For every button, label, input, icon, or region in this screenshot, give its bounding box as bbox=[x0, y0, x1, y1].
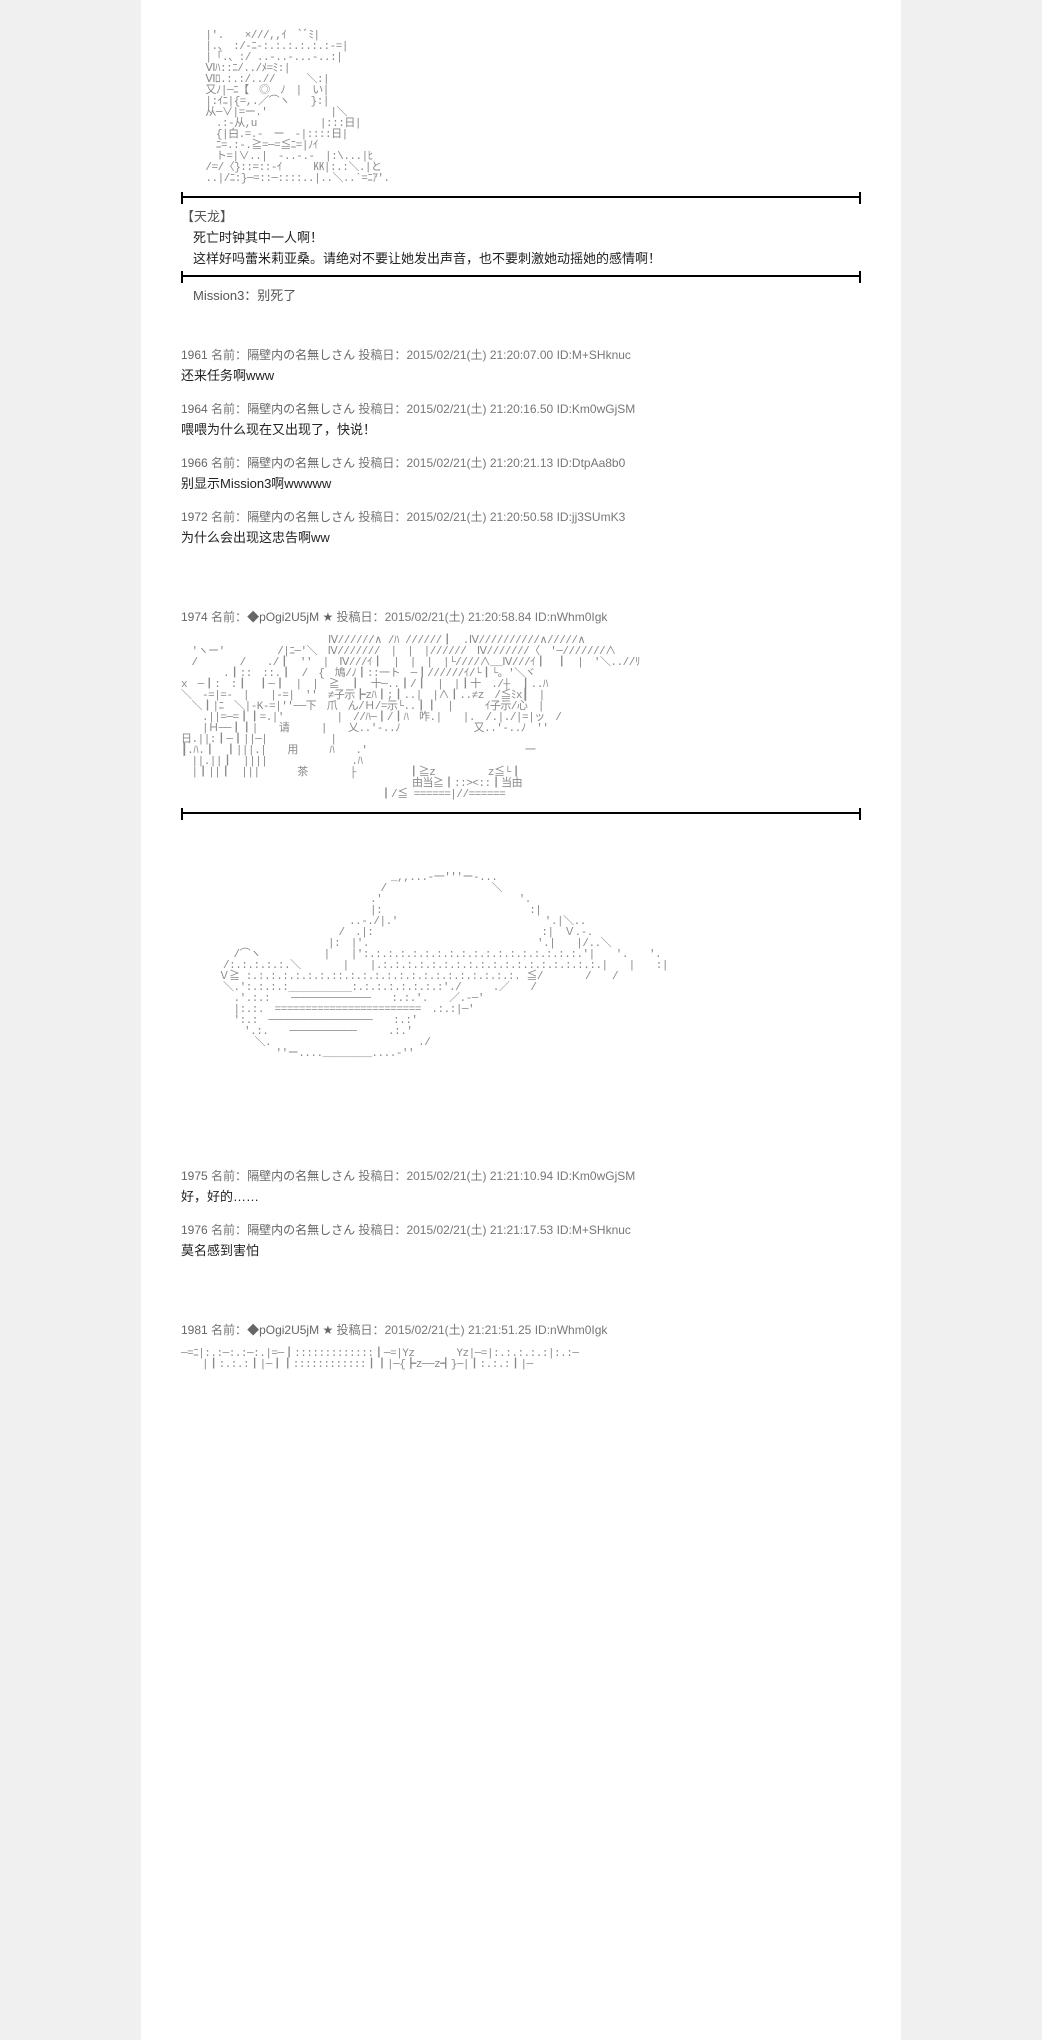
post-body: 莫名感到害怕 bbox=[181, 1240, 861, 1259]
post-1961: 1961 名前：隔壁内の名無しさん 投稿日：2015/02/21(土) 21:2… bbox=[181, 346, 861, 384]
name-prefix: 名前： bbox=[211, 1223, 247, 1237]
divider-1 bbox=[181, 196, 861, 198]
post-body: 为什么会出现这忠告啊ww bbox=[181, 527, 861, 546]
post-date: 2015/02/21(土) 21:21:51.25 bbox=[385, 1323, 532, 1337]
post-body: 喂喂为什么现在又出现了，快说！ bbox=[181, 419, 861, 438]
poster-name: 隔壁内の名無しさん bbox=[247, 402, 355, 416]
page-container: |'. ×///,,ｲ `ﾞﾐ| |.、 :/-ﾆ-:.:.:.:.:.:-=|… bbox=[141, 0, 901, 2040]
post-num: 1972 bbox=[181, 510, 208, 524]
divider-3 bbox=[181, 812, 861, 814]
post-header: 1964 名前：隔壁内の名無しさん 投稿日：2015/02/21(土) 21:2… bbox=[181, 400, 861, 417]
post-num: 1964 bbox=[181, 402, 208, 416]
id-prefix: ID: bbox=[557, 402, 572, 416]
divider-2 bbox=[181, 275, 861, 277]
name-prefix: 名前： bbox=[211, 456, 247, 470]
poster-name: 隔壁内の名無しさん bbox=[247, 456, 355, 470]
name-prefix: 名前： bbox=[211, 1323, 247, 1337]
id-prefix: ID: bbox=[557, 348, 572, 362]
id-prefix: ID: bbox=[557, 510, 572, 524]
date-prefix: 投稿日： bbox=[358, 402, 406, 416]
date-prefix: 投稿日： bbox=[358, 456, 406, 470]
post-date: 2015/02/21(土) 21:21:10.94 bbox=[406, 1169, 553, 1183]
poster-name: 隔壁内の名無しさん bbox=[247, 1223, 355, 1237]
date-prefix: 投稿日： bbox=[358, 1223, 406, 1237]
id-prefix: ID: bbox=[557, 1223, 572, 1237]
post-num: 1961 bbox=[181, 348, 208, 362]
id-prefix: ID: bbox=[557, 1169, 572, 1183]
post-1981-trip: 1981 名前：◆pOgi2U5jM ★ 投稿日：2015/02/21(土) 2… bbox=[181, 1321, 861, 1338]
name-prefix: 名前： bbox=[211, 348, 247, 362]
post-header: 1961 名前：隔壁内の名無しさん 投稿日：2015/02/21(土) 21:2… bbox=[181, 346, 861, 363]
post-header: 1972 名前：隔壁内の名無しさん 投稿日：2015/02/21(土) 21:2… bbox=[181, 508, 861, 525]
post-id: nWhm0Igk bbox=[550, 1323, 607, 1337]
post-1972: 1972 名前：隔壁内の名無しさん 投稿日：2015/02/21(土) 21:2… bbox=[181, 508, 861, 546]
date-prefix: 投稿日： bbox=[337, 610, 385, 624]
post-header: 1966 名前：隔壁内の名無しさん 投稿日：2015/02/21(土) 21:2… bbox=[181, 454, 861, 471]
post-1976: 1976 名前：隔壁内の名無しさん 投稿日：2015/02/21(土) 21:2… bbox=[181, 1221, 861, 1259]
post-num: 1981 bbox=[181, 1323, 208, 1337]
post-header: 1981 名前：◆pOgi2U5jM ★ 投稿日：2015/02/21(土) 2… bbox=[181, 1321, 861, 1338]
post-date: 2015/02/21(土) 21:20:21.13 bbox=[406, 456, 553, 470]
post-header: 1975 名前：隔壁内の名無しさん 投稿日：2015/02/21(土) 21:2… bbox=[181, 1167, 861, 1184]
name-prefix: 名前： bbox=[211, 610, 247, 624]
posts-block-2: 1975 名前：隔壁内の名無しさん 投稿日：2015/02/21(土) 21:2… bbox=[181, 1167, 861, 1259]
post-id: jj3SUmK3 bbox=[572, 510, 625, 524]
ascii-art-character-2: Ⅳ//////∧ /ﾊ //////┃ .Ⅳ//////////∧/////∧ … bbox=[181, 636, 861, 801]
name-prefix: 名前： bbox=[211, 510, 247, 524]
post-date: 2015/02/21(土) 21:20:58.84 bbox=[385, 610, 532, 624]
post-id: Km0wGjSM bbox=[572, 402, 635, 416]
post-1964: 1964 名前：隔壁内の名無しさん 投稿日：2015/02/21(土) 21:2… bbox=[181, 400, 861, 438]
post-id: DtpAa8b0 bbox=[572, 456, 625, 470]
poster-name: 隔壁内の名無しさん bbox=[247, 510, 355, 524]
post-num: 1966 bbox=[181, 456, 208, 470]
post-num: 1976 bbox=[181, 1223, 208, 1237]
post-body: 还来任务啊www bbox=[181, 365, 861, 384]
post-1974-trip: 1974 名前：◆pOgi2U5jM ★ 投稿日：2015/02/21(土) 2… bbox=[181, 608, 861, 625]
star-icon: ★ bbox=[322, 610, 333, 624]
speaker-name: 【天龙】 bbox=[181, 206, 861, 225]
date-prefix: 投稿日： bbox=[337, 1323, 385, 1337]
post-body: 好，好的…… bbox=[181, 1186, 861, 1205]
post-header: 1976 名前：隔壁内の名無しさん 投稿日：2015/02/21(土) 21:2… bbox=[181, 1221, 861, 1238]
post-date: 2015/02/21(土) 21:20:07.00 bbox=[406, 348, 553, 362]
date-prefix: 投稿日： bbox=[358, 1169, 406, 1183]
post-id: Km0wGjSM bbox=[572, 1169, 635, 1183]
post-date: 2015/02/21(土) 21:20:50.58 bbox=[406, 510, 553, 524]
date-prefix: 投稿日： bbox=[358, 510, 406, 524]
post-body: 别显示Mission3啊wwwww bbox=[181, 473, 861, 492]
name-prefix: 名前： bbox=[211, 1169, 247, 1183]
ascii-pre-4: ─=ﾆ|:.:─:.:─:.|=─┃:::::::::::::┃─=|Yz Yz… bbox=[181, 1349, 861, 1371]
ascii-art-character-1: |'. ×///,,ｲ `ﾞﾐ| |.、 :/-ﾆ-:.:.:.:.:.:-=|… bbox=[181, 31, 861, 185]
post-1975: 1975 名前：隔壁内の名無しさん 投稿日：2015/02/21(土) 21:2… bbox=[181, 1167, 861, 1205]
post-num: 1974 bbox=[181, 610, 208, 624]
post-num: 1975 bbox=[181, 1169, 208, 1183]
mission-text: Mission3：别死了 bbox=[193, 285, 861, 304]
posts-block-1: 1961 名前：隔壁内の名無しさん 投稿日：2015/02/21(土) 21:2… bbox=[181, 346, 861, 546]
post-date: 2015/02/21(土) 21:21:17.53 bbox=[406, 1223, 553, 1237]
id-prefix: ID: bbox=[557, 456, 572, 470]
post-id: M+SHknuc bbox=[572, 1223, 631, 1237]
star-icon: ★ bbox=[322, 1323, 333, 1337]
ascii-art-bottom: ─=ﾆ|:.:─:.:─:.|=─┃:::::::::::::┃─=|Yz Yz… bbox=[181, 1349, 861, 1371]
post-id: nWhm0Igk bbox=[550, 610, 607, 624]
dialogue-line-1: 死亡时钟其中一人啊！ bbox=[181, 227, 861, 246]
id-prefix: ID: bbox=[535, 1323, 550, 1337]
ascii-art-teacup: _,,...-一'''ー-... / ＼ .' '. |: :| ..-./|.… bbox=[181, 873, 861, 1060]
id-prefix: ID: bbox=[535, 610, 550, 624]
date-prefix: 投稿日： bbox=[358, 348, 406, 362]
name-prefix: 名前： bbox=[211, 402, 247, 416]
post-1966: 1966 名前：隔壁内の名無しさん 投稿日：2015/02/21(土) 21:2… bbox=[181, 454, 861, 492]
trip-name: ◆pOgi2U5jM bbox=[247, 610, 319, 624]
ascii-pre-3: _,,...-一'''ー-... / ＼ .' '. |: :| ..-./|.… bbox=[181, 873, 861, 1060]
post-header: 1974 名前：◆pOgi2U5jM ★ 投稿日：2015/02/21(土) 2… bbox=[181, 608, 861, 625]
dialogue-line-2: 这样好吗蕾米莉亚桑。请绝对不要让她发出声音，也不要刺激她动摇她的感情啊！ bbox=[181, 248, 861, 267]
ascii-pre-2: Ⅳ//////∧ /ﾊ //////┃ .Ⅳ//////////∧/////∧ … bbox=[181, 636, 861, 801]
post-date: 2015/02/21(土) 21:20:16.50 bbox=[406, 402, 553, 416]
poster-name: 隔壁内の名無しさん bbox=[247, 1169, 355, 1183]
post-id: M+SHknuc bbox=[572, 348, 631, 362]
trip-name: ◆pOgi2U5jM bbox=[247, 1323, 319, 1337]
poster-name: 隔壁内の名無しさん bbox=[247, 348, 355, 362]
ascii-pre-1: |'. ×///,,ｲ `ﾞﾐ| |.、 :/-ﾆ-:.:.:.:.:.:-=|… bbox=[181, 31, 861, 185]
